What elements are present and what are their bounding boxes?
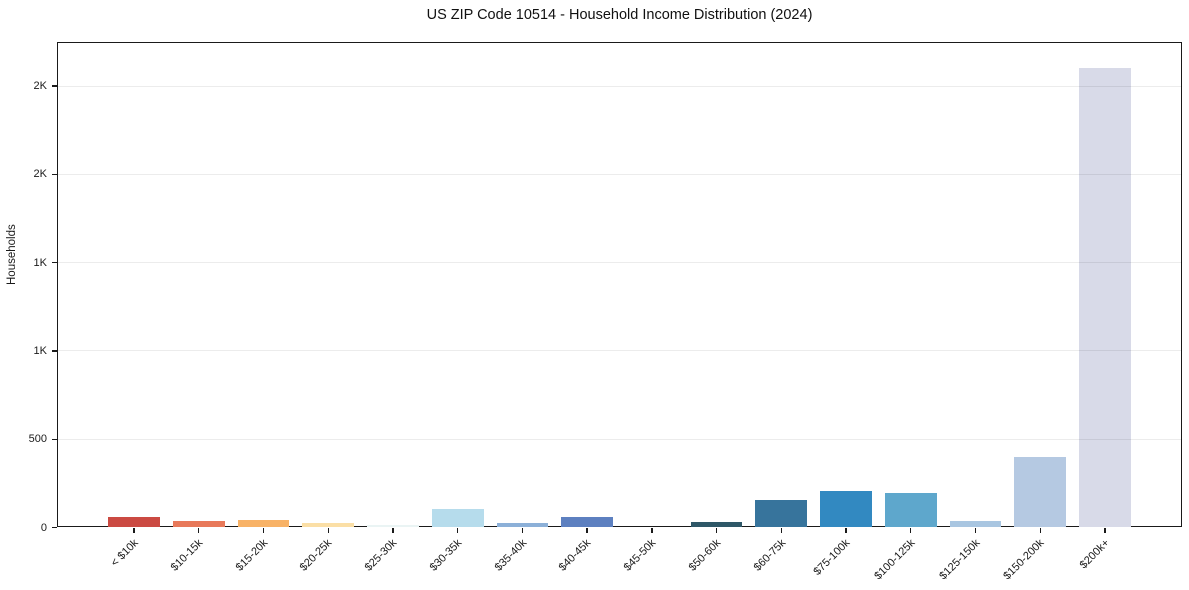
y-tick-mark <box>51 350 57 352</box>
x-tick-label: $20-25k <box>298 536 335 574</box>
bar-150-200k <box>1014 456 1067 528</box>
x-tick-mark <box>651 527 653 533</box>
bar-75-100k <box>820 491 872 528</box>
x-tick-label: $75-100k <box>811 536 853 578</box>
bar-200k <box>1079 68 1131 528</box>
x-tick-mark <box>262 527 265 533</box>
x-tick-mark <box>845 527 847 533</box>
x-tick-label: < $10k <box>108 536 141 569</box>
x-tick-mark <box>974 527 977 533</box>
x-tick-label: $150-200k <box>1001 536 1047 582</box>
bar-30-35k <box>431 509 484 528</box>
x-tick-label: $200k+ <box>1077 536 1112 571</box>
x-tick-mark <box>133 527 135 533</box>
x-tick-mark <box>1104 527 1106 533</box>
x-tick-label: $100-125k <box>872 536 918 582</box>
y-tick-label: 500 <box>28 433 47 446</box>
y-tick-label: 2K <box>33 168 47 181</box>
bar-20-25k <box>302 523 355 528</box>
x-tick-label: $10-15k <box>168 536 206 574</box>
x-tick-mark <box>198 527 200 533</box>
x-tick-label: $125-150k <box>936 536 983 582</box>
x-tick-mark <box>715 527 718 533</box>
bar-25-30k <box>367 524 419 528</box>
x-tick-label: $25-30k <box>362 536 400 574</box>
y-tick-mark <box>51 526 57 529</box>
x-tick-mark <box>392 527 394 533</box>
x-tick-label: $50-60k <box>686 536 724 574</box>
x-tick-label: $15-20k <box>233 536 270 574</box>
bar-35-40k <box>496 522 549 528</box>
chart-title: US ZIP Code 10514 - Household Income Dis… <box>426 7 813 23</box>
gridline-1000 <box>57 350 1182 352</box>
bar-10-15k <box>172 520 225 528</box>
x-tick-mark <box>1039 527 1041 533</box>
y-tick-label: 1K <box>33 256 47 269</box>
bar-10k <box>108 516 160 528</box>
y-tick-label: 2K <box>33 80 47 93</box>
bar-125-150k <box>949 521 1002 528</box>
y-tick-mark <box>51 85 57 87</box>
x-tick-label: $40-45k <box>557 536 594 574</box>
gridline-500 <box>57 438 1182 440</box>
y-tick-label: 1K <box>33 344 47 357</box>
x-tick-mark <box>910 527 912 533</box>
gridline-2000 <box>57 173 1182 175</box>
x-tick-label: $30-35k <box>427 536 465 574</box>
x-tick-label: $35-40k <box>492 536 529 574</box>
x-tick-mark <box>521 527 524 533</box>
x-tick-mark <box>327 527 329 533</box>
x-tick-mark <box>457 527 459 533</box>
y-axis-title: Households <box>6 224 18 285</box>
x-tick-mark <box>586 527 588 533</box>
plot-area <box>57 42 1182 527</box>
bar-40-45k <box>561 517 614 528</box>
bar-50-60k <box>690 522 743 528</box>
bar-15-20k <box>237 519 290 528</box>
x-tick-label: $60-75k <box>751 536 788 574</box>
bar-100-125k <box>884 492 937 528</box>
y-tick-mark <box>51 262 57 264</box>
y-tick-mark <box>51 173 57 176</box>
x-tick-label: $45-50k <box>621 536 659 574</box>
bar-60-75k <box>755 499 808 528</box>
x-tick-mark <box>780 527 782 533</box>
gridline-1500 <box>57 262 1182 264</box>
y-tick-label: 0 <box>40 521 47 534</box>
gridline-2500 <box>57 85 1182 87</box>
y-tick-mark <box>51 438 57 440</box>
